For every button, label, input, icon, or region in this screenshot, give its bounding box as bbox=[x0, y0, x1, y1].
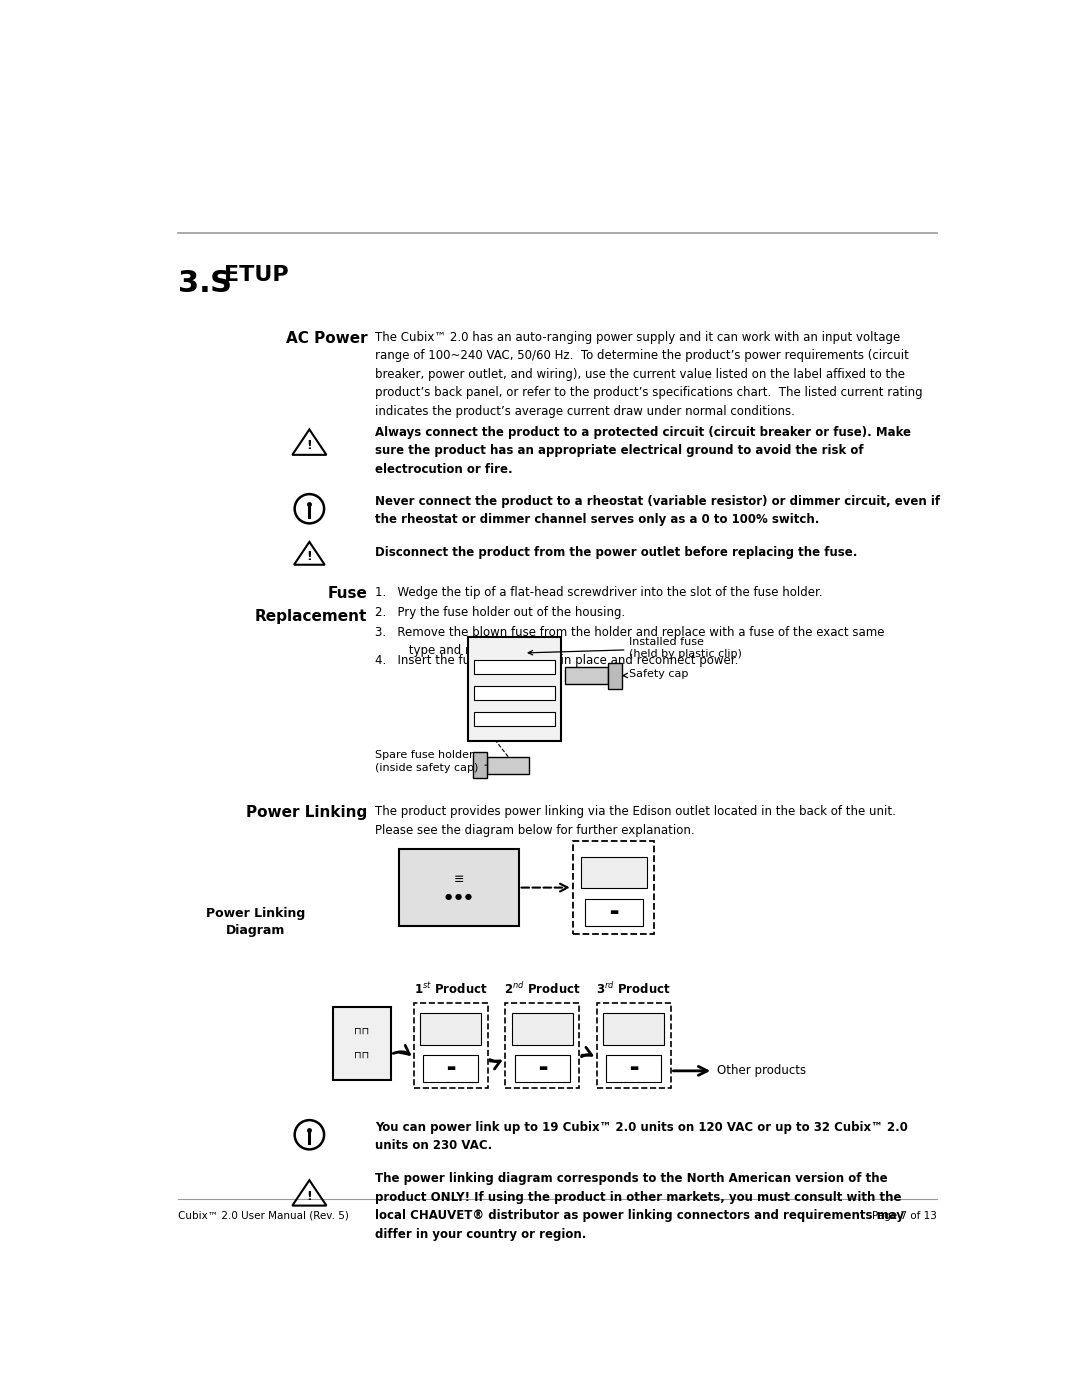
Text: Never connect the product to a rheostat (variable resistor) or dimmer circuit, e: Never connect the product to a rheostat … bbox=[375, 495, 941, 527]
Text: AC Power: AC Power bbox=[286, 331, 367, 346]
Text: Always connect the product to a protected circuit (circuit breaker or fuse). Mak: Always connect the product to a protecte… bbox=[375, 426, 912, 475]
Text: The power linking diagram corresponds to the North American version of the
produ: The power linking diagram corresponds to… bbox=[375, 1172, 904, 1241]
Text: !: ! bbox=[307, 439, 312, 453]
Text: Replacement: Replacement bbox=[255, 609, 367, 624]
Text: Fuse: Fuse bbox=[327, 585, 367, 601]
Text: 3.   Remove the blown fuse from the holder and replace with a fuse of the exact : 3. Remove the blown fuse from the holder… bbox=[375, 626, 885, 657]
FancyBboxPatch shape bbox=[597, 1003, 671, 1088]
FancyBboxPatch shape bbox=[608, 662, 622, 689]
Text: ≡: ≡ bbox=[454, 873, 463, 886]
FancyBboxPatch shape bbox=[474, 712, 555, 725]
FancyBboxPatch shape bbox=[572, 841, 654, 933]
FancyBboxPatch shape bbox=[487, 757, 529, 774]
Text: S: S bbox=[211, 270, 232, 299]
Text: Spare fuse holder
(inside safety cap): Spare fuse holder (inside safety cap) bbox=[375, 750, 478, 773]
Text: ▬: ▬ bbox=[629, 1063, 638, 1073]
Text: ▬: ▬ bbox=[538, 1063, 546, 1073]
Text: ⊓⊓: ⊓⊓ bbox=[354, 1049, 369, 1059]
Text: Power Linking
Diagram: Power Linking Diagram bbox=[205, 907, 305, 937]
Text: !: ! bbox=[307, 1190, 312, 1203]
Text: Disconnect the product from the power outlet before replacing the fuse.: Disconnect the product from the power ou… bbox=[375, 546, 858, 559]
FancyBboxPatch shape bbox=[515, 1055, 570, 1081]
Text: Page 7 of 13: Page 7 of 13 bbox=[873, 1211, 937, 1221]
FancyBboxPatch shape bbox=[603, 1013, 664, 1045]
FancyBboxPatch shape bbox=[420, 1013, 482, 1045]
Text: 4.   Insert the fuse holder back in place and reconnect power.: 4. Insert the fuse holder back in place … bbox=[375, 654, 739, 666]
FancyBboxPatch shape bbox=[565, 668, 608, 685]
Text: You can power link up to 19 Cubix™ 2.0 units on 120 VAC or up to 32 Cubix™ 2.0
u: You can power link up to 19 Cubix™ 2.0 u… bbox=[375, 1120, 908, 1153]
Text: ▬: ▬ bbox=[446, 1063, 456, 1073]
Text: Power Linking: Power Linking bbox=[246, 805, 367, 820]
FancyBboxPatch shape bbox=[414, 1003, 488, 1088]
Text: ETUP: ETUP bbox=[225, 265, 288, 285]
Text: The Cubix™ 2.0 has an auto-ranging power supply and it can work with an input vo: The Cubix™ 2.0 has an auto-ranging power… bbox=[375, 331, 923, 418]
FancyBboxPatch shape bbox=[581, 856, 647, 887]
Text: ● ● ●: ● ● ● bbox=[445, 893, 472, 901]
FancyBboxPatch shape bbox=[505, 1003, 579, 1088]
FancyBboxPatch shape bbox=[512, 1013, 572, 1045]
Text: Cubix™ 2.0 User Manual (Rev. 5): Cubix™ 2.0 User Manual (Rev. 5) bbox=[177, 1211, 349, 1221]
Text: ⊓⊓: ⊓⊓ bbox=[354, 1025, 369, 1035]
FancyBboxPatch shape bbox=[584, 900, 643, 926]
Text: Safety cap: Safety cap bbox=[623, 669, 689, 679]
Text: The product provides power linking via the Edison outlet located in the back of : The product provides power linking via t… bbox=[375, 805, 896, 837]
Text: 1$^{st}$ Product: 1$^{st}$ Product bbox=[414, 981, 488, 997]
Text: Other products: Other products bbox=[717, 1065, 806, 1077]
FancyBboxPatch shape bbox=[399, 849, 518, 926]
FancyBboxPatch shape bbox=[606, 1055, 661, 1081]
FancyBboxPatch shape bbox=[474, 659, 555, 673]
Text: 1.   Wedge the tip of a flat-head screwdriver into the slot of the fuse holder.: 1. Wedge the tip of a flat-head screwdri… bbox=[375, 585, 823, 599]
Text: !: ! bbox=[307, 550, 312, 563]
FancyBboxPatch shape bbox=[473, 752, 487, 778]
Text: ▬: ▬ bbox=[609, 907, 618, 918]
FancyBboxPatch shape bbox=[474, 686, 555, 700]
Text: Installed fuse
(held by plastic clip): Installed fuse (held by plastic clip) bbox=[528, 637, 742, 659]
Text: 2.   Pry the fuse holder out of the housing.: 2. Pry the fuse holder out of the housin… bbox=[375, 606, 625, 619]
FancyBboxPatch shape bbox=[333, 1007, 391, 1080]
Text: 2$^{nd}$ Product: 2$^{nd}$ Product bbox=[504, 981, 581, 997]
Text: 3.: 3. bbox=[177, 270, 221, 299]
FancyBboxPatch shape bbox=[469, 637, 562, 742]
Text: 3$^{rd}$ Product: 3$^{rd}$ Product bbox=[596, 981, 671, 997]
FancyBboxPatch shape bbox=[423, 1055, 478, 1081]
